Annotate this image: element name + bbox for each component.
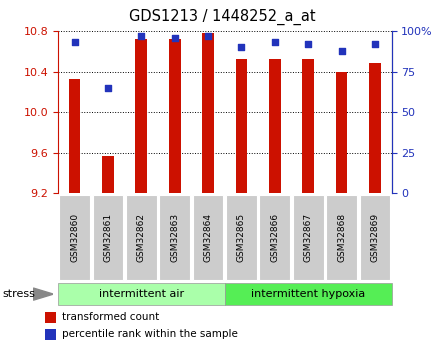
Text: GSM32869: GSM32869: [370, 213, 380, 262]
Point: [271, 40, 279, 45]
Point: [305, 41, 312, 47]
Bar: [269, 59, 281, 193]
Point: [71, 40, 78, 45]
Bar: [102, 156, 114, 193]
Text: transformed count: transformed count: [62, 312, 160, 322]
Text: intermittent air: intermittent air: [99, 289, 184, 299]
Text: percentile rank within the sample: percentile rank within the sample: [62, 329, 238, 339]
Point: [372, 41, 379, 47]
Point: [338, 48, 345, 53]
Bar: [369, 63, 381, 193]
Text: GSM32862: GSM32862: [137, 213, 146, 262]
Point: [238, 45, 245, 50]
Text: GSM32866: GSM32866: [270, 213, 279, 262]
Text: GSM32860: GSM32860: [70, 213, 79, 262]
Text: GSM32861: GSM32861: [103, 213, 113, 262]
Text: GSM32868: GSM32868: [337, 213, 346, 262]
Text: GDS1213 / 1448252_a_at: GDS1213 / 1448252_a_at: [129, 9, 316, 25]
Point: [171, 35, 178, 40]
Polygon shape: [33, 288, 53, 300]
Bar: [302, 59, 314, 193]
Point: [138, 33, 145, 39]
Text: GSM32863: GSM32863: [170, 213, 179, 262]
Bar: [202, 33, 214, 193]
Bar: [336, 72, 348, 193]
Text: GSM32865: GSM32865: [237, 213, 246, 262]
Bar: [69, 79, 81, 193]
Point: [205, 33, 212, 39]
Text: intermittent hypoxia: intermittent hypoxia: [251, 289, 365, 299]
Bar: [169, 39, 181, 193]
Text: stress: stress: [2, 289, 35, 299]
Point: [105, 85, 112, 91]
Bar: [135, 39, 147, 193]
Text: GSM32864: GSM32864: [203, 213, 213, 262]
Text: GSM32867: GSM32867: [303, 213, 313, 262]
Bar: [235, 59, 247, 193]
